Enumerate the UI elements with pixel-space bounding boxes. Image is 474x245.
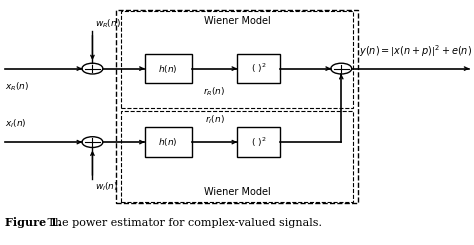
- Text: Wiener Model: Wiener Model: [204, 187, 270, 197]
- Bar: [121, 11, 353, 108]
- Text: Figure 1.: Figure 1.: [5, 217, 61, 228]
- Bar: [237, 54, 280, 83]
- Text: $h(n)$: $h(n)$: [158, 63, 178, 74]
- Bar: [116, 10, 358, 203]
- Text: $w_R(n)$: $w_R(n)$: [95, 18, 121, 30]
- Text: $r_I(n)$: $r_I(n)$: [205, 114, 224, 126]
- Text: $( \ )^2$: $( \ )^2$: [251, 135, 266, 149]
- Text: $h(n)$: $h(n)$: [158, 136, 178, 148]
- Bar: [121, 111, 353, 202]
- Text: The power estimator for complex-valued signals.: The power estimator for complex-valued s…: [44, 218, 322, 228]
- Bar: [145, 127, 192, 157]
- Text: $r_R(n)$: $r_R(n)$: [203, 86, 226, 98]
- Text: $( \ )^2$: $( \ )^2$: [251, 62, 266, 75]
- Bar: [237, 127, 280, 157]
- Text: $w_I(n)$: $w_I(n)$: [95, 181, 118, 193]
- Text: $x_R(n)$: $x_R(n)$: [5, 81, 29, 93]
- Text: Wiener Model: Wiener Model: [204, 16, 270, 26]
- Text: $x_I(n)$: $x_I(n)$: [5, 117, 27, 130]
- Text: $y(n)=\left|x(n+p)\right|^2+e(n)$: $y(n)=\left|x(n+p)\right|^2+e(n)$: [359, 43, 472, 59]
- Bar: [145, 54, 192, 83]
